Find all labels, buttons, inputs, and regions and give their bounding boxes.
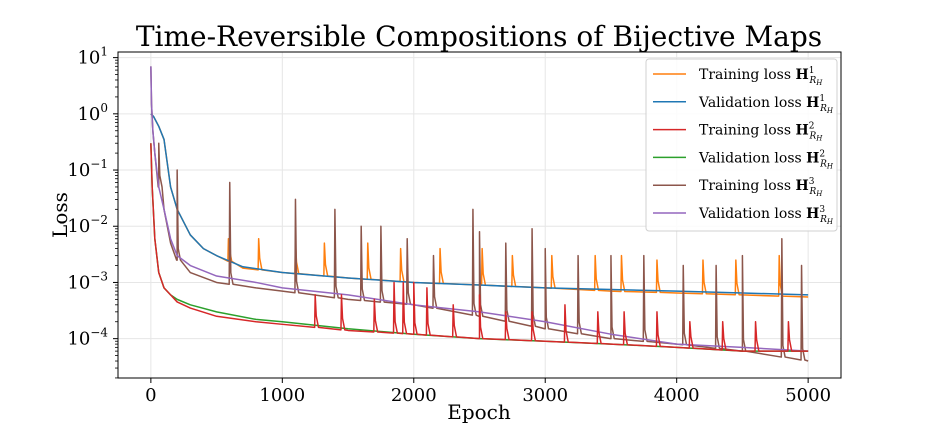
y-tick-label: 100 xyxy=(77,101,108,125)
series-line xyxy=(150,66,809,352)
series-line xyxy=(150,143,809,352)
y-tick-label: 10−3 xyxy=(67,269,108,293)
legend-label: Training loss H2 RH xyxy=(699,122,823,143)
y-tick-label: 10−1 xyxy=(67,157,108,181)
y-axis-label: Loss xyxy=(48,192,72,238)
legend-label: Training loss H3 RH xyxy=(699,177,823,198)
axes: 0 1000 2000 3000 4000 5000 101 100 10−1 10−2 10−3 1… xyxy=(67,45,831,406)
legend-label: Validation loss H2 RH xyxy=(698,149,834,170)
plot-series xyxy=(150,66,809,362)
x-tick-label: 0 xyxy=(145,385,156,406)
y-tick-label: 10−2 xyxy=(67,213,108,237)
x-tick-label: 3000 xyxy=(522,385,568,406)
legend-box xyxy=(645,58,838,232)
legend-label: Training loss H1 RH xyxy=(699,66,823,87)
legend: Training loss H1 RH Validation loss H1 RH Tr… xyxy=(645,58,838,232)
plot-frame xyxy=(117,51,842,379)
x-tick-label: 2000 xyxy=(391,385,437,406)
legend-label: Validation loss H1 RH xyxy=(698,94,834,115)
x-axis-label: Epoch xyxy=(447,400,511,424)
chart-title: Time-Reversible Compositions of Bijectiv… xyxy=(136,20,822,53)
legend-label: Validation loss H3 RH xyxy=(698,205,834,226)
y-tick-label: 10−4 xyxy=(67,326,108,350)
x-tick-label: 1000 xyxy=(259,385,305,406)
x-tick-label: 4000 xyxy=(654,385,700,406)
y-tick-label: 101 xyxy=(77,45,108,69)
x-tick-label: 5000 xyxy=(785,385,831,406)
